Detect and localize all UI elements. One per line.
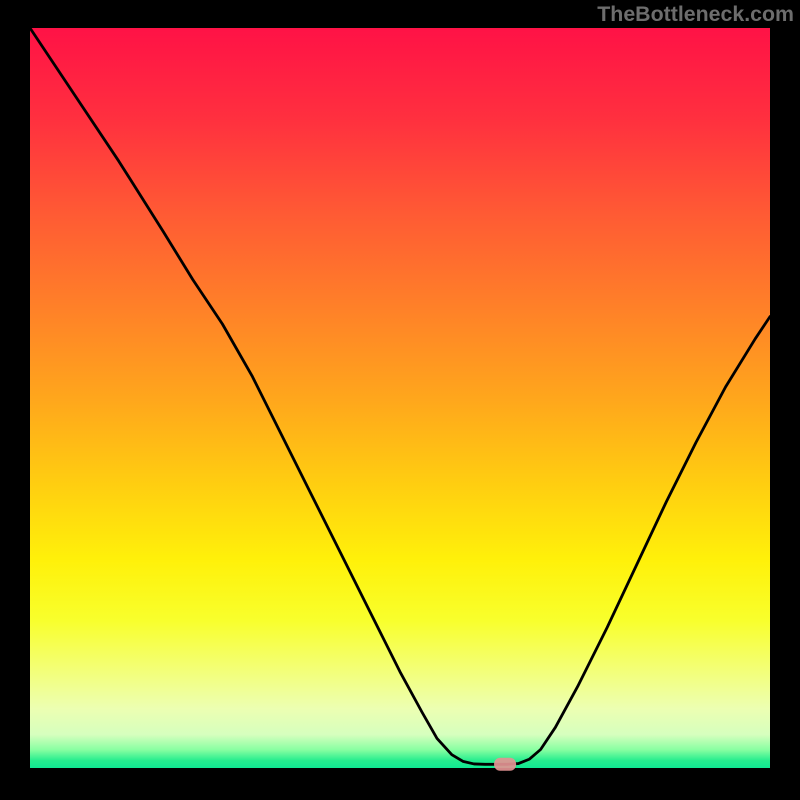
chart-container: TheBottleneck.com: [0, 0, 800, 800]
optimum-marker: [494, 758, 516, 771]
plot-background: [30, 28, 770, 768]
bottleneck-chart: [0, 0, 800, 800]
watermark-text: TheBottleneck.com: [597, 2, 794, 27]
